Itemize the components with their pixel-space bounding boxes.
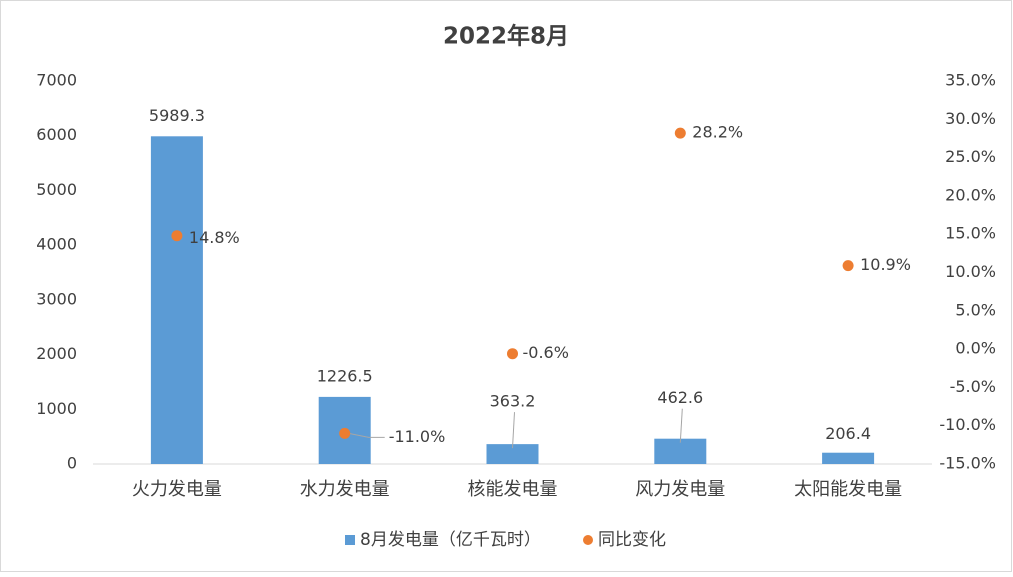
y-tick-label: 3000	[36, 289, 77, 308]
bar	[822, 452, 875, 464]
dot	[339, 427, 351, 439]
y2-tick-label: -15.0%	[939, 454, 996, 473]
data-label: 5989.3	[149, 106, 205, 125]
y2-tick-label: 30.0%	[945, 109, 996, 128]
y-tick-label: 7000	[36, 71, 77, 90]
y2-tick-label: -5.0%	[950, 377, 996, 396]
y-tick-label: 2000	[36, 344, 77, 363]
x-tick-label: 太阳能发电量	[794, 479, 902, 500]
x-tick-label: 核能发电量	[468, 479, 558, 500]
y2-tick-label: 10.0%	[945, 262, 996, 281]
data-label: 363.2	[490, 392, 536, 411]
data-label: -0.6%	[523, 343, 569, 362]
y-tick-label: 6000	[36, 125, 77, 144]
y-tick-label: 4000	[36, 235, 77, 254]
leader-line	[512, 412, 515, 449]
x-tick-label: 水力发电量	[300, 479, 390, 500]
legend-label: 8月发电量（亿千瓦时）	[360, 530, 541, 550]
data-label: 1226.5	[317, 366, 373, 385]
y-tick-label: 1000	[36, 399, 77, 418]
data-label: -11.0%	[389, 427, 446, 446]
y2-tick-label: 25.0%	[945, 147, 996, 166]
data-label: 462.6	[657, 388, 703, 407]
dot	[171, 230, 183, 242]
x-tick-label: 火力发电量	[132, 479, 222, 500]
data-label: 10.9%	[860, 255, 911, 274]
y2-tick-label: 0.0%	[955, 339, 996, 358]
data-label: 206.4	[825, 424, 871, 443]
dot	[507, 348, 518, 360]
legend-swatch	[345, 535, 355, 545]
bar	[150, 136, 203, 464]
dot	[674, 127, 686, 139]
y2-tick-label: 5.0%	[955, 300, 996, 319]
leader-line	[348, 432, 385, 438]
chart-title: 2022年8月	[443, 23, 569, 50]
y2-tick-label: 35.0%	[945, 71, 996, 90]
legend-swatch	[583, 535, 593, 545]
bar	[486, 444, 539, 464]
y-tick-label: 0	[67, 454, 77, 473]
y2-tick-label: 20.0%	[945, 185, 996, 204]
y-tick-label: 5000	[36, 180, 77, 199]
data-label: 28.2%	[692, 123, 743, 142]
y2-tick-label: 15.0%	[945, 224, 996, 243]
y2-tick-label: -10.0%	[939, 415, 996, 434]
dot	[842, 260, 854, 272]
legend-label: 同比变化	[598, 530, 666, 550]
x-tick-label: 风力发电量	[635, 479, 725, 500]
data-label: 14.8%	[189, 228, 240, 247]
leader-line	[679, 408, 683, 443]
bar	[654, 438, 707, 464]
